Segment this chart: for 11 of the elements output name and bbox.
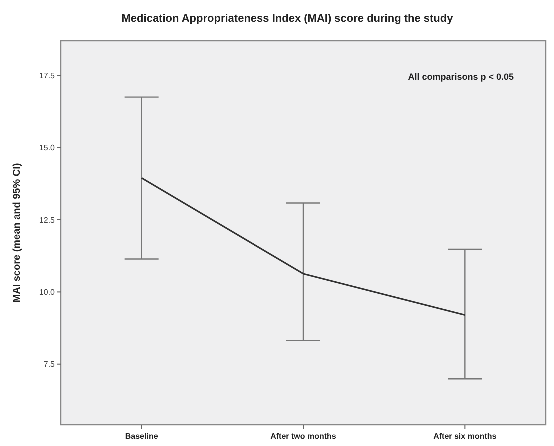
- annotation: All comparisons p < 0.05: [408, 72, 514, 82]
- y-tick-label: 7.5: [44, 360, 56, 370]
- x-tick-label: After six months: [434, 432, 498, 441]
- chart-title: Medication Appropriateness Index (MAI) score during the study: [122, 13, 454, 25]
- y-tick-label: 12.5: [39, 216, 56, 225]
- y-tick-label: 15.0: [39, 144, 56, 153]
- x-tick-label: Baseline: [125, 432, 159, 441]
- y-axis-title: MAI score (mean and 95% CI): [12, 163, 23, 303]
- y-tick-label: 17.5: [39, 71, 56, 80]
- y-tick-label: 10.0: [39, 288, 56, 297]
- x-tick-label: After two months: [270, 432, 337, 441]
